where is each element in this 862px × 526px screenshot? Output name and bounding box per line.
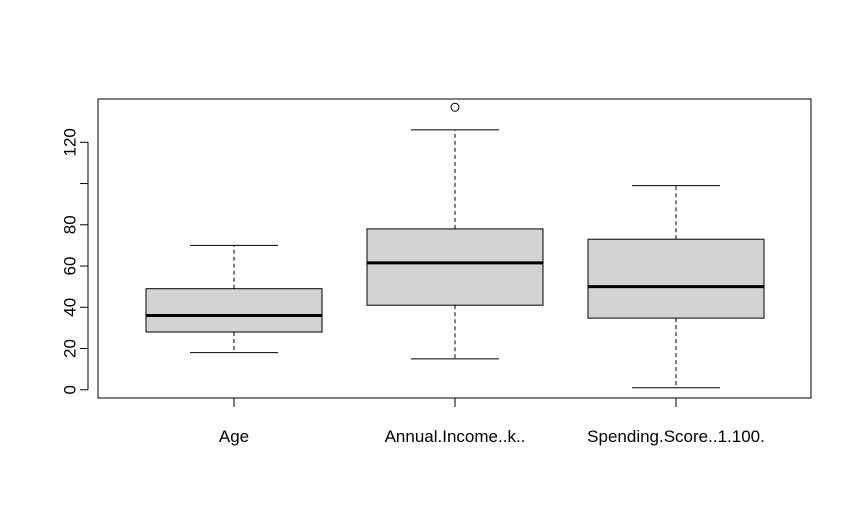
x-tick-label: Age xyxy=(219,427,249,446)
box-2 xyxy=(587,185,765,389)
iqr-box xyxy=(145,288,323,333)
box-0 xyxy=(145,244,323,354)
y-axis: 0 20 40 60 80 120 xyxy=(61,128,89,394)
y-tick-label: 20 xyxy=(61,339,80,358)
box-1 xyxy=(366,102,544,360)
y-tick-label: 80 xyxy=(61,215,80,234)
y-tick-label: 0 xyxy=(61,385,80,394)
iqr-box xyxy=(366,228,544,306)
x-axis: Age Annual.Income..k.. Spending.Score..1.1… xyxy=(219,398,765,446)
outlier-point xyxy=(450,102,460,112)
y-tick-label: 40 xyxy=(61,298,80,317)
y-tick-label: 60 xyxy=(61,257,80,276)
boxes-group xyxy=(145,102,765,389)
x-tick-label: Spending.Score..1.100. xyxy=(587,427,765,446)
y-tick-label: 120 xyxy=(61,128,80,156)
x-tick-label: Annual.Income..k.. xyxy=(385,427,526,446)
iqr-box xyxy=(587,238,765,319)
